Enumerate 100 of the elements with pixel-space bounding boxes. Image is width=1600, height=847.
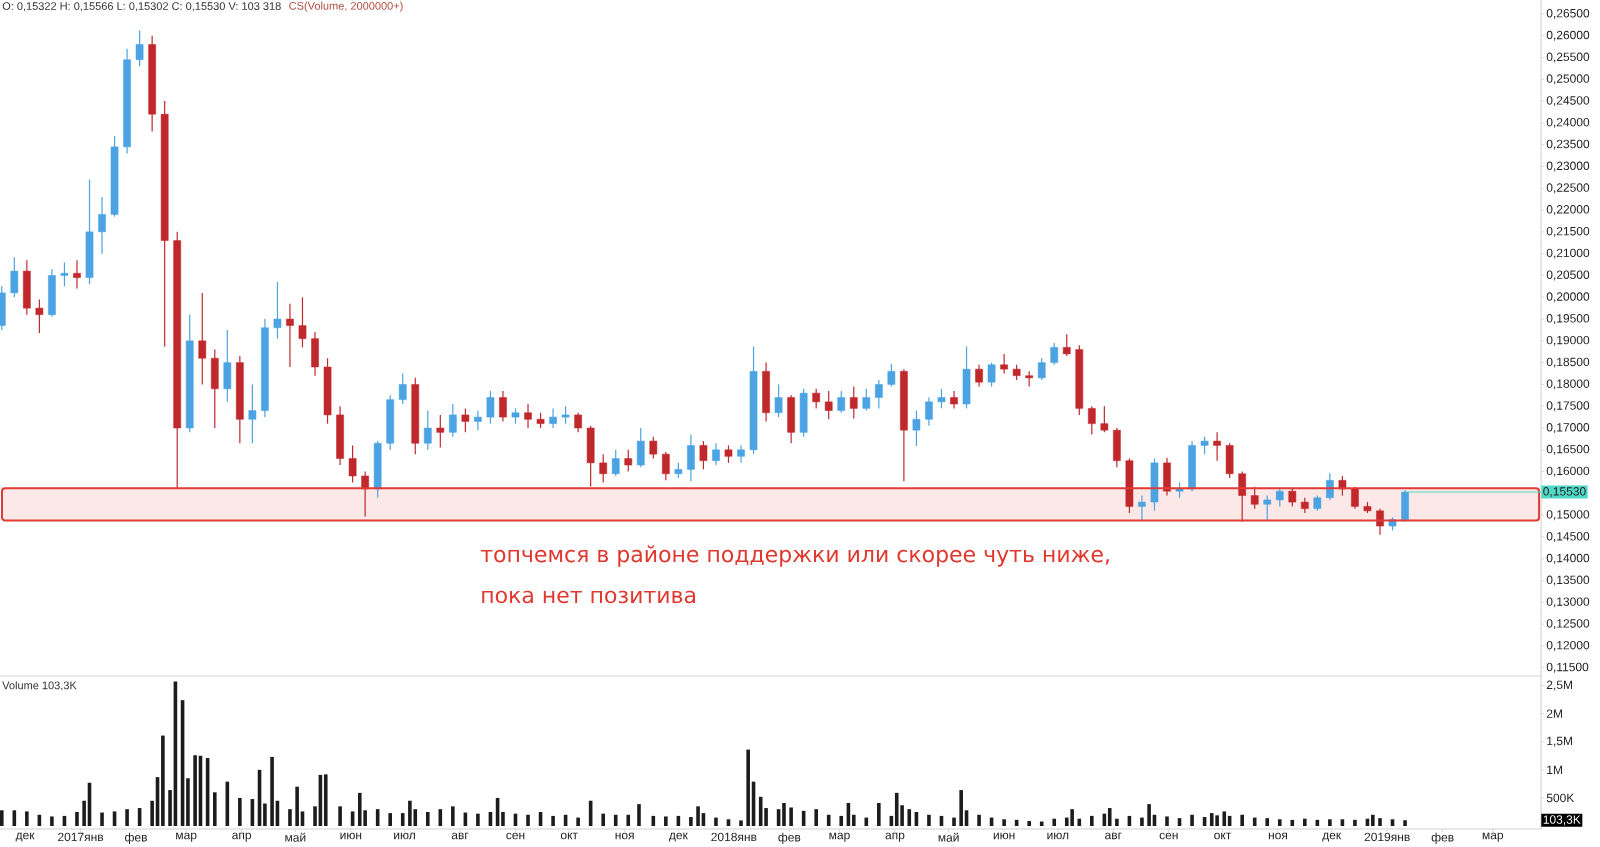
candlestick <box>862 388 871 412</box>
x-tick-label: июн <box>993 832 1015 840</box>
y-tick-label: 0,13000 <box>1546 597 1590 608</box>
bar <box>1107 808 1112 827</box>
bar <box>1303 818 1307 827</box>
x-tick-label: мар <box>1482 832 1504 842</box>
y-tick-label: 0,11500 <box>1546 662 1589 673</box>
bar <box>388 813 392 827</box>
bar <box>25 811 29 827</box>
bar <box>689 817 693 827</box>
y-tick-label: 0,25000 <box>1546 74 1590 85</box>
candlestick <box>348 444 357 484</box>
x-tick-label: фев <box>778 832 801 844</box>
y-tick-label: 0,18000 <box>1546 379 1590 390</box>
bar <box>1052 818 1057 827</box>
candlestick <box>599 453 608 484</box>
bar <box>601 813 605 827</box>
chart-title: Volume 103,3K <box>2 681 77 691</box>
x-tick-label: ноя <box>615 832 634 840</box>
bar <box>952 817 956 827</box>
candlestick <box>662 451 670 481</box>
bar <box>0 810 4 827</box>
candlestick <box>436 414 445 449</box>
candlestick <box>611 449 620 477</box>
y-tick-label: 0,20000 <box>1546 292 1590 303</box>
x-tick-label: май <box>285 832 306 842</box>
candlestick <box>549 407 557 429</box>
bar <box>851 814 856 827</box>
bar <box>696 806 700 827</box>
candlestick <box>361 470 369 518</box>
bar <box>161 735 165 827</box>
candlestick <box>849 385 858 420</box>
bar <box>193 755 197 827</box>
candlestick <box>286 303 294 368</box>
candlestick <box>73 259 81 290</box>
bar <box>664 816 668 827</box>
bar <box>476 813 480 827</box>
candlestick <box>875 379 883 409</box>
candlestick <box>837 390 846 414</box>
bar <box>1147 804 1151 827</box>
x-tick-label: сен <box>506 832 525 840</box>
candlestick <box>574 412 582 433</box>
bar <box>626 814 631 827</box>
bar <box>764 808 768 827</box>
bar <box>907 809 912 827</box>
candlestick <box>1326 472 1334 501</box>
bar <box>1002 819 1006 827</box>
y-tick-label: 0,23500 <box>1546 139 1590 150</box>
candlestick <box>1050 342 1059 366</box>
candlestick <box>298 296 307 348</box>
x-tick-label: авг <box>1105 832 1122 840</box>
x-tick-label: сен <box>1159 832 1178 840</box>
bar <box>826 814 831 827</box>
chart-subtitle: CS(Volume, 2000000+) <box>289 1 403 12</box>
candlestick <box>1138 494 1146 522</box>
bar <box>1353 819 1357 827</box>
candlestick <box>461 407 470 433</box>
bar <box>338 806 342 827</box>
candlestick <box>1376 508 1384 536</box>
bar <box>150 800 154 827</box>
x-tick-label: ноя <box>1268 832 1288 840</box>
candlestick <box>624 449 633 473</box>
bar <box>814 809 818 827</box>
bar <box>782 802 786 827</box>
x-tick-label: дек <box>15 832 35 842</box>
candlestick <box>937 388 946 409</box>
y-tick-label: 0,24500 <box>1546 96 1590 107</box>
y-tick-label: 0,24000 <box>1546 117 1590 128</box>
candlestick <box>975 364 983 388</box>
bar <box>400 813 405 827</box>
y-tick-label: 500K <box>1546 793 1575 803</box>
y-tick-label: 1,5M <box>1547 736 1572 747</box>
candlestick <box>687 433 695 482</box>
bar <box>551 815 555 827</box>
x-tick-label: фев <box>125 832 147 844</box>
y-tick-label: 0,12500 <box>1546 619 1590 630</box>
candlestick <box>423 409 432 451</box>
y-tick-label: 0,17500 <box>1546 401 1590 412</box>
x-tick-label: фев <box>1431 832 1454 844</box>
bar <box>425 811 430 827</box>
bar <box>1027 820 1031 827</box>
bar <box>451 806 455 827</box>
x-tick-label: авг <box>451 832 469 840</box>
y-tick-label: 0,14500 <box>1546 532 1590 542</box>
candlestick <box>774 383 783 418</box>
candlestick <box>1037 357 1046 381</box>
y-tick-label: 0,12000 <box>1546 640 1590 651</box>
bar <box>270 756 274 827</box>
bar <box>288 809 292 827</box>
x-tick-label: апр <box>232 832 252 842</box>
bar <box>789 807 793 827</box>
y-tick-label: 0,17000 <box>1546 423 1590 433</box>
candlestick <box>699 440 708 470</box>
candlestick <box>35 298 44 334</box>
bar <box>1140 817 1144 827</box>
candlestick <box>60 261 69 287</box>
annotation: пока нет позитива <box>482 590 695 604</box>
candlestick <box>273 281 282 340</box>
bar <box>168 790 172 827</box>
candlestick <box>887 363 896 388</box>
